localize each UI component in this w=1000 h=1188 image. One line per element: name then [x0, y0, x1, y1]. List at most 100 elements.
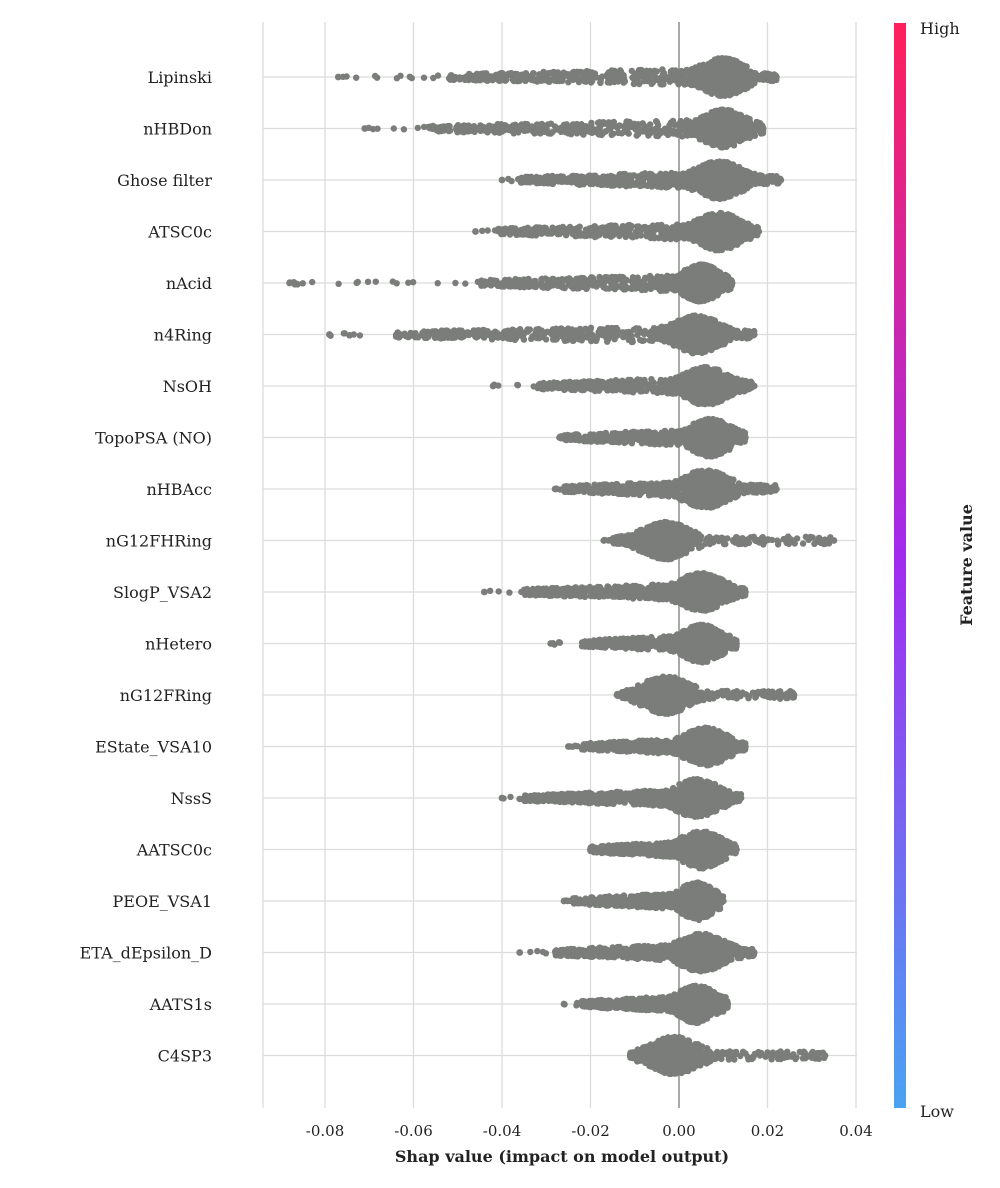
- shap-point: [657, 130, 664, 137]
- shap-point: [600, 228, 608, 235]
- shap-point: [718, 179, 725, 186]
- shap-point: [397, 72, 404, 80]
- shap-point: [554, 226, 561, 233]
- shap-point: [715, 241, 723, 248]
- shap-point: [620, 75, 628, 83]
- shap-point: [578, 173, 585, 180]
- shap-point: [747, 124, 754, 131]
- shap-point: [414, 124, 421, 132]
- shap-point: [688, 67, 695, 74]
- shap-point: [698, 225, 705, 233]
- shap-point: [713, 121, 720, 129]
- shap-point: [709, 74, 717, 81]
- shap-point: [626, 180, 634, 187]
- shap-point: [683, 121, 690, 128]
- shap-point: [722, 229, 729, 236]
- feature-row-points: [472, 209, 763, 254]
- shap-point: [612, 77, 620, 84]
- shap-point: [494, 227, 501, 234]
- shap-point: [623, 126, 631, 133]
- shap-point: [536, 72, 543, 80]
- feature-row-points: [361, 106, 767, 151]
- shap-point: [565, 225, 572, 232]
- shap-point: [454, 122, 462, 129]
- shap-point: [660, 81, 667, 88]
- shap-point: [742, 85, 749, 93]
- shap-point: [608, 222, 615, 229]
- shap-point: [522, 120, 529, 128]
- shap-point: [674, 178, 682, 185]
- shap-point: [530, 70, 537, 77]
- shap-point: [677, 117, 684, 125]
- shap-point: [608, 131, 615, 139]
- shap-point: [497, 71, 505, 79]
- shap-point: [582, 226, 590, 233]
- shap-point: [696, 262, 703, 269]
- shap-point-min: [498, 176, 506, 184]
- shap-point: [732, 190, 740, 197]
- shap-point: [498, 127, 506, 134]
- shap-point: [629, 274, 637, 281]
- shap-point: [699, 64, 706, 71]
- shap-point: [698, 123, 705, 130]
- shap-point: [636, 182, 644, 190]
- shap-point: [715, 161, 722, 168]
- shap-point: [587, 180, 594, 188]
- shap-point: [597, 79, 604, 87]
- shap-point: [406, 73, 413, 81]
- shap-point: [617, 180, 625, 187]
- shap-point: [639, 128, 647, 135]
- shap-point: [684, 178, 691, 186]
- shap-point: [521, 230, 528, 238]
- shap-point: [530, 178, 537, 185]
- shap-point: [719, 134, 726, 141]
- shap-points: [286, 55, 838, 1078]
- shap-point: [660, 228, 667, 235]
- shap-point: [434, 72, 442, 79]
- shap-point: [464, 125, 471, 133]
- shap-point: [679, 133, 686, 140]
- shap-point: [702, 182, 710, 189]
- shap-point: [742, 72, 749, 79]
- shap-point: [738, 232, 745, 239]
- feature-row-points: [286, 261, 736, 305]
- shap-point: [588, 122, 595, 129]
- shap-point: [723, 242, 730, 250]
- shap-point: [700, 236, 708, 243]
- shap-point: [651, 235, 658, 242]
- shap-point: [538, 120, 546, 128]
- shap-point: [701, 79, 709, 86]
- shap-point: [714, 185, 721, 192]
- shap-point: [524, 127, 531, 134]
- shap-point: [628, 233, 635, 240]
- shap-point: [470, 123, 478, 130]
- shap-point: [592, 226, 599, 233]
- shap-point: [471, 128, 478, 135]
- shap-point: [569, 175, 576, 182]
- shap-point: [596, 128, 603, 135]
- shap-point: [509, 225, 516, 233]
- shap-point: [639, 172, 647, 179]
- shap-point: [742, 180, 749, 187]
- shap-point: [738, 125, 745, 133]
- shap-point: [670, 227, 677, 234]
- shap-point: [472, 74, 480, 82]
- shap-point: [628, 67, 635, 75]
- vertical-gridlines: [262, 22, 857, 1108]
- shap-point: [536, 179, 543, 187]
- shap-point: [708, 191, 715, 198]
- shap-point-max: [777, 176, 785, 184]
- shap-point-max: [773, 73, 780, 81]
- shap-point: [547, 129, 554, 136]
- shap-point: [445, 75, 453, 82]
- shap-point: [580, 75, 587, 82]
- shap-point: [591, 174, 598, 182]
- shap-point: [576, 282, 583, 290]
- shap-point: [581, 124, 588, 131]
- shap-point-max: [759, 125, 767, 132]
- shap-point: [696, 176, 703, 183]
- shap-point: [512, 127, 519, 135]
- shap-point: [611, 181, 618, 189]
- shap-point: [646, 180, 653, 187]
